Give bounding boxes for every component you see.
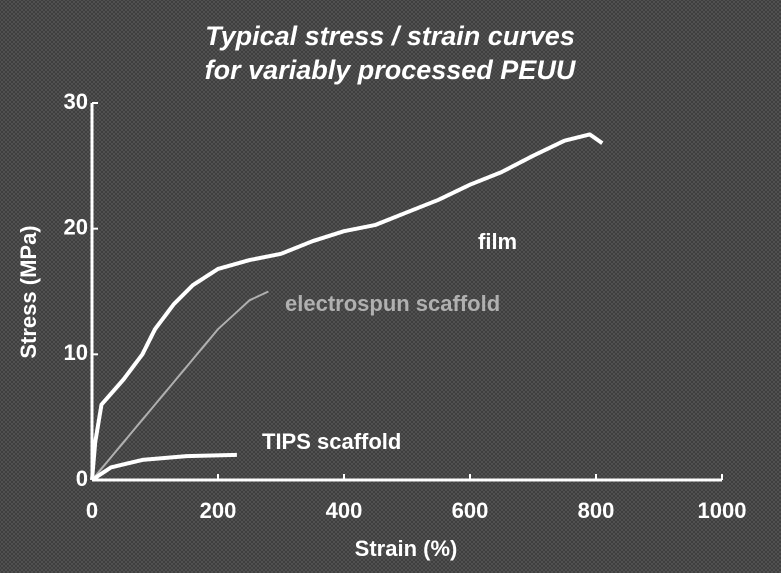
y-tick-label: 30 [64,89,88,114]
series-label: TIPS scaffold [262,429,401,454]
y-axis-label: Stress (MPa) [16,225,41,358]
chart-title: for variably processed PEUU [205,55,577,85]
y-tick-label: 0 [76,466,88,491]
series-label: film [478,229,517,254]
y-tick-label: 20 [64,214,88,239]
series-line [90,132,604,481]
x-tick-label: 0 [86,498,98,523]
series-line [91,290,269,481]
series-line [90,452,237,482]
y-tick-label: 10 [64,340,88,365]
x-axis-label: Strain (%) [355,536,458,561]
chart-title: Typical stress / strain curves [205,21,575,51]
series-label: electrospun scaffold [285,291,500,316]
x-tick-label: 800 [578,498,615,523]
x-tick-label: 200 [200,498,237,523]
x-tick-label: 600 [452,498,489,523]
x-tick-label: 400 [326,498,363,523]
x-tick-label: 1000 [698,498,747,523]
